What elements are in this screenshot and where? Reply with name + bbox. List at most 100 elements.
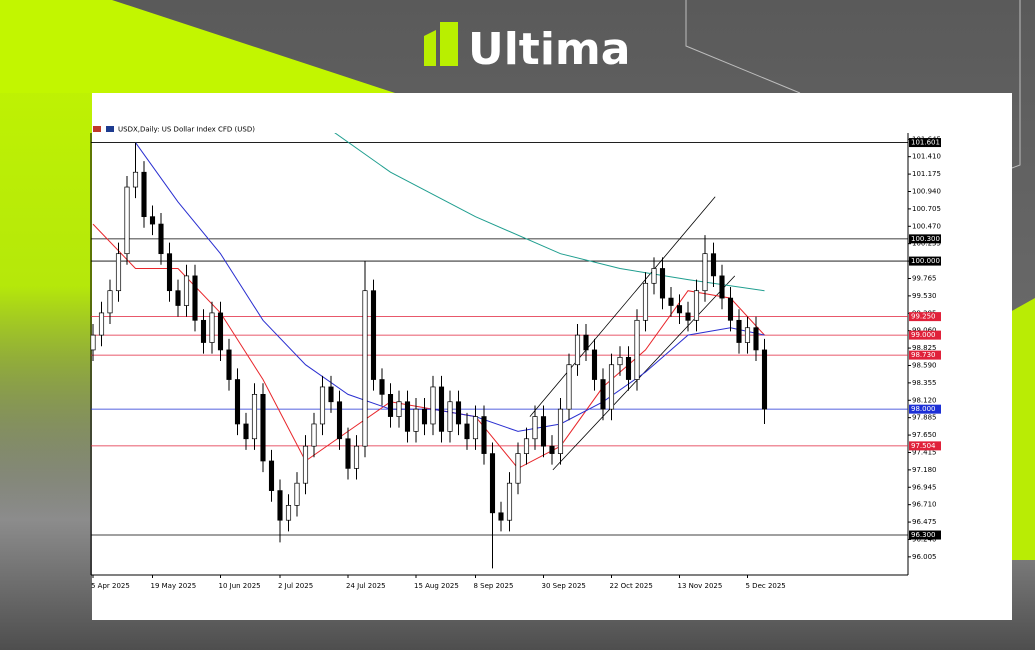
level-label: 96.300 [911, 531, 936, 539]
deco-line [1011, 0, 1021, 169]
candle-body [115, 253, 122, 292]
candle-body [438, 386, 445, 432]
candle-body [132, 171, 139, 188]
candle-body [481, 416, 487, 454]
candle-body [523, 438, 530, 454]
level-label: 100.300 [911, 235, 940, 243]
candle-body [183, 275, 190, 306]
logo-bar [440, 22, 458, 66]
candle-body [668, 297, 674, 306]
level-label-box [909, 441, 941, 451]
level-label: 98.000 [911, 405, 936, 413]
y-tick-label: 98.120 [912, 396, 937, 404]
candle-body [549, 445, 555, 454]
candle-body [226, 349, 232, 380]
level-label-box [909, 350, 941, 360]
candle-body [574, 334, 581, 366]
y-tick-label: 97.885 [912, 414, 937, 422]
y-tick-label: 96.710 [912, 501, 937, 509]
level-label: 101.601 [911, 139, 940, 147]
candle-body [642, 282, 649, 321]
y-tick-label: 97.180 [912, 466, 937, 474]
level-label-box [909, 256, 941, 266]
candle-body [753, 327, 759, 351]
candle-body [353, 445, 360, 469]
candle-body [464, 423, 470, 440]
candle-body [600, 379, 606, 410]
candle-body [294, 482, 300, 506]
candle-body [396, 401, 402, 417]
candle-body [413, 408, 419, 432]
candle-body [727, 297, 734, 321]
x-tick-label: 30 Sep 2025 [542, 582, 586, 590]
candle-body [260, 394, 266, 462]
candle-body [149, 216, 156, 225]
candle-body [685, 312, 691, 321]
chart-layer: 101.645101.410101.175100.940100.705100.4… [91, 133, 941, 590]
candle-body [192, 275, 198, 321]
y-tick-label: 100.235 [912, 240, 941, 248]
candle-body [319, 386, 326, 425]
y-tick-label: 96.945 [912, 483, 937, 491]
lime-right [1010, 298, 1035, 560]
y-tick-label: 98.590 [912, 361, 937, 369]
candle-body [515, 453, 521, 484]
candle-body [421, 408, 428, 425]
candle-body [566, 364, 572, 410]
candle-body [158, 223, 164, 255]
y-tick-label: 99.765 [912, 274, 937, 282]
y-tick-label: 100.470 [912, 222, 941, 230]
x-tick-label: 19 May 2025 [151, 582, 197, 590]
x-tick-label: 8 Sep 2025 [474, 582, 514, 590]
candle-body [91, 334, 96, 351]
candle-body [387, 394, 394, 417]
candle-body [336, 401, 343, 440]
y-tick-label: 101.410 [912, 153, 941, 161]
x-tick-label: 2 Jul 2025 [278, 582, 313, 590]
x-tick-label: 13 Nov 2025 [678, 582, 723, 590]
candle-body [506, 482, 513, 521]
level-label: 99.250 [911, 313, 936, 321]
candle-body [591, 349, 598, 380]
candle-body [540, 416, 547, 447]
y-tick-label: 98.825 [912, 344, 937, 352]
moving-average [135, 142, 765, 432]
candle-body [166, 253, 173, 292]
candle-body [200, 319, 207, 343]
candle-body [277, 490, 283, 521]
candle-body [693, 290, 700, 321]
candle-body [370, 290, 377, 380]
logo-text: Ultima [468, 24, 630, 75]
level-label: 98.730 [911, 351, 936, 359]
candle-body [107, 290, 113, 314]
candle-body [430, 386, 436, 425]
level-label-box [909, 234, 941, 244]
moving-average [334, 133, 765, 292]
logo-bar [424, 30, 436, 66]
candle-body [447, 401, 453, 432]
candle-body [489, 453, 496, 514]
x-tick-label: 24 Jul 2025 [346, 582, 386, 590]
candle-body [268, 460, 275, 491]
candle-body [498, 512, 504, 521]
candle-body [455, 401, 462, 425]
level-label: 97.504 [911, 442, 936, 450]
logo: Ultima [424, 22, 630, 75]
icon [93, 126, 101, 132]
candle-body [243, 423, 249, 440]
candle-body [98, 312, 105, 336]
candle-body [676, 305, 683, 314]
candle-body [634, 319, 640, 380]
candle-body [659, 268, 666, 299]
candle-body [761, 349, 768, 410]
lime-wedge [0, 0, 395, 93]
y-tick-label: 101.175 [912, 170, 941, 178]
x-tick-label: 10 Jun 2025 [219, 582, 261, 590]
candle-body [404, 401, 411, 432]
candle-body [608, 364, 615, 410]
candle-body [651, 268, 657, 284]
trend-line [529, 196, 716, 417]
x-tick-label: 22 Oct 2025 [610, 582, 653, 590]
